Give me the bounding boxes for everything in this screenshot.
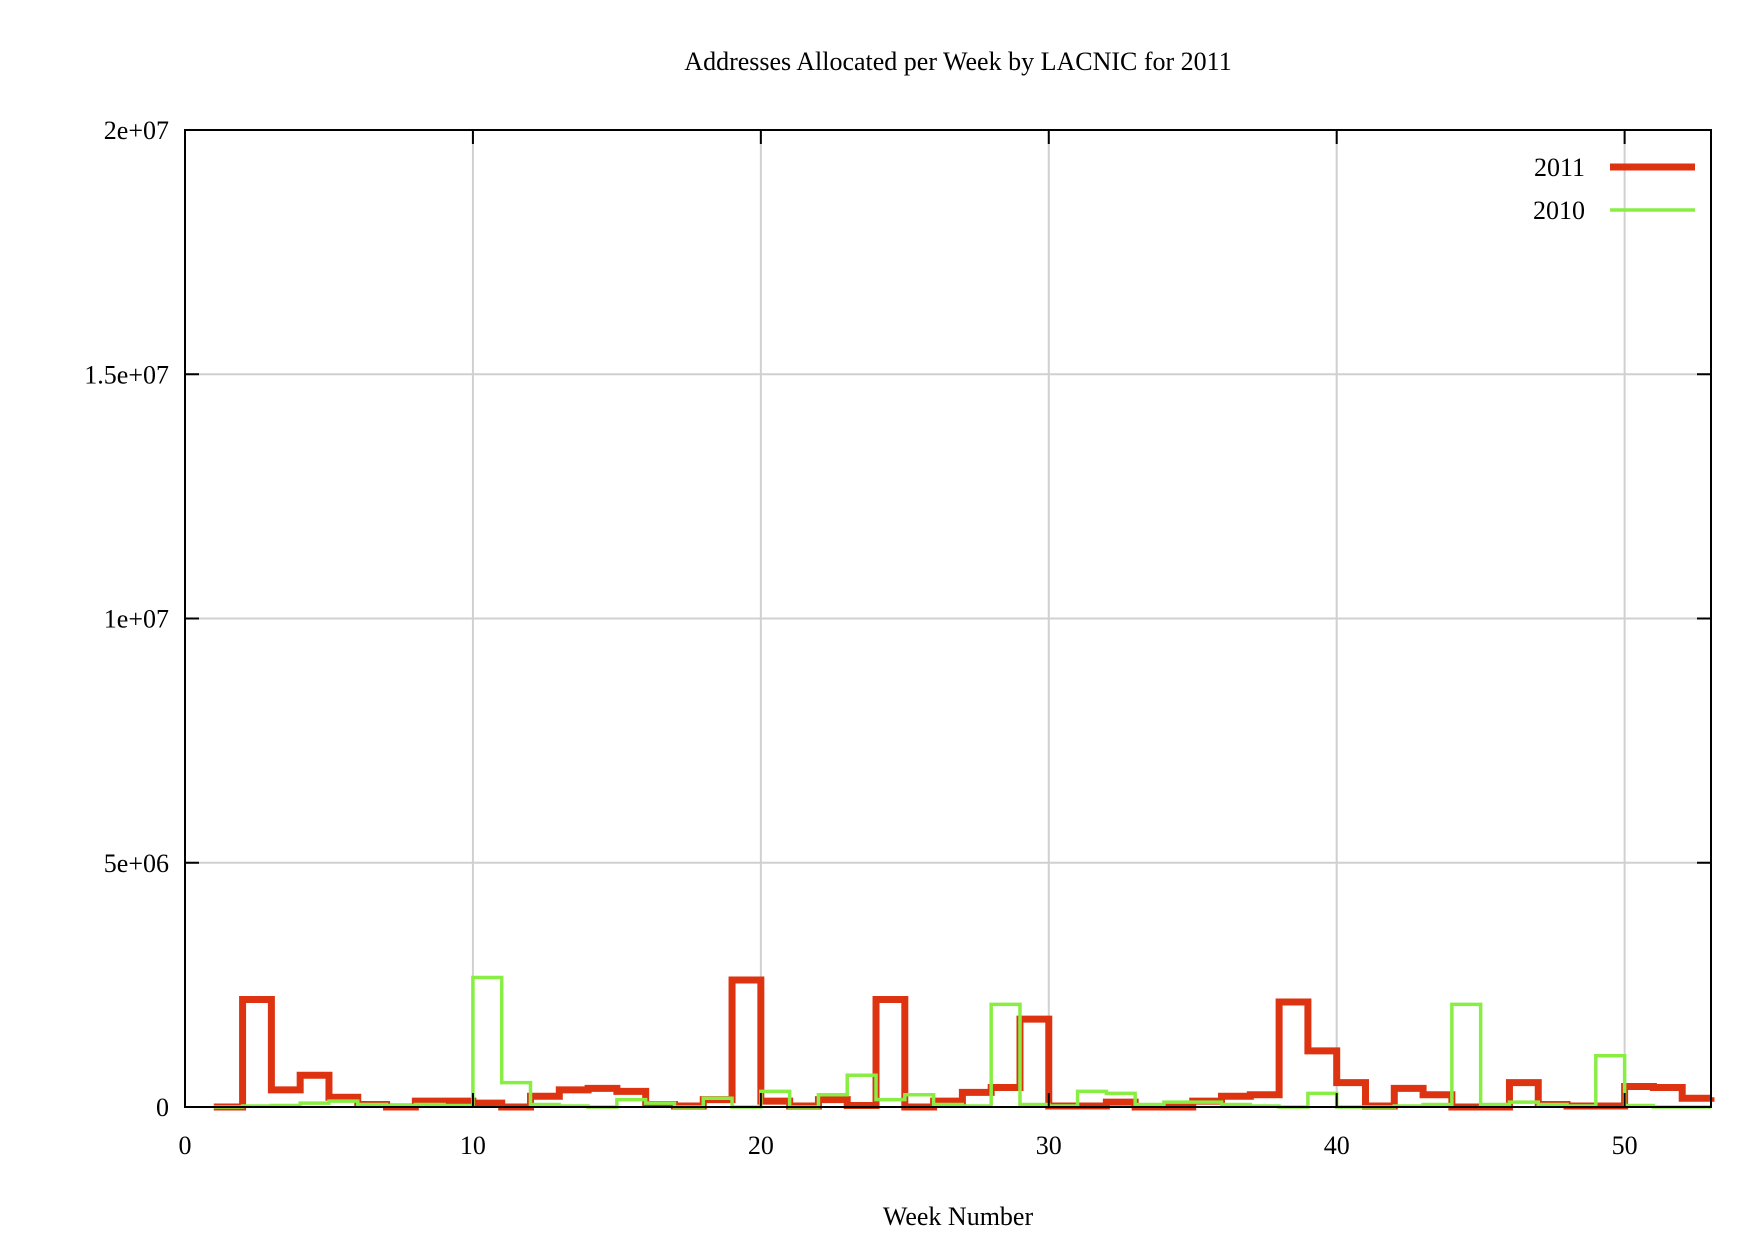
series-line-2010 bbox=[213, 975, 1711, 1109]
y-tick-label: 1e+07 bbox=[104, 605, 169, 634]
x-axis-label: Week Number bbox=[883, 1202, 1034, 1231]
x-tick-label: 30 bbox=[1036, 1131, 1062, 1160]
x-tick-label: 40 bbox=[1324, 1131, 1350, 1160]
series-line-2011 bbox=[213, 976, 1715, 1111]
y-tick-label: 5e+06 bbox=[104, 849, 169, 878]
legend-label: 2011 bbox=[1534, 153, 1585, 182]
series-group bbox=[185, 975, 1715, 1111]
y-tick-label: 1.5e+07 bbox=[84, 360, 169, 389]
ticks: 0 10 20 30 40 50 0 5e+06 1e+07 1.5e+07 2e+07 bbox=[84, 116, 1711, 1160]
x-tick-label: 50 bbox=[1612, 1131, 1638, 1160]
x-tick-label: 0 bbox=[179, 1131, 192, 1160]
grid bbox=[185, 130, 1711, 1107]
x-tick-label: 10 bbox=[460, 1131, 486, 1160]
legend-label: 2010 bbox=[1533, 196, 1585, 225]
y-tick-label: 2e+07 bbox=[104, 116, 169, 145]
chart-title: Addresses Allocated per Week by LACNIC f… bbox=[684, 47, 1231, 76]
x-tick-label: 20 bbox=[748, 1131, 774, 1160]
y-tick-label: 0 bbox=[156, 1093, 169, 1122]
legend: 2011 2010 bbox=[1533, 153, 1695, 225]
